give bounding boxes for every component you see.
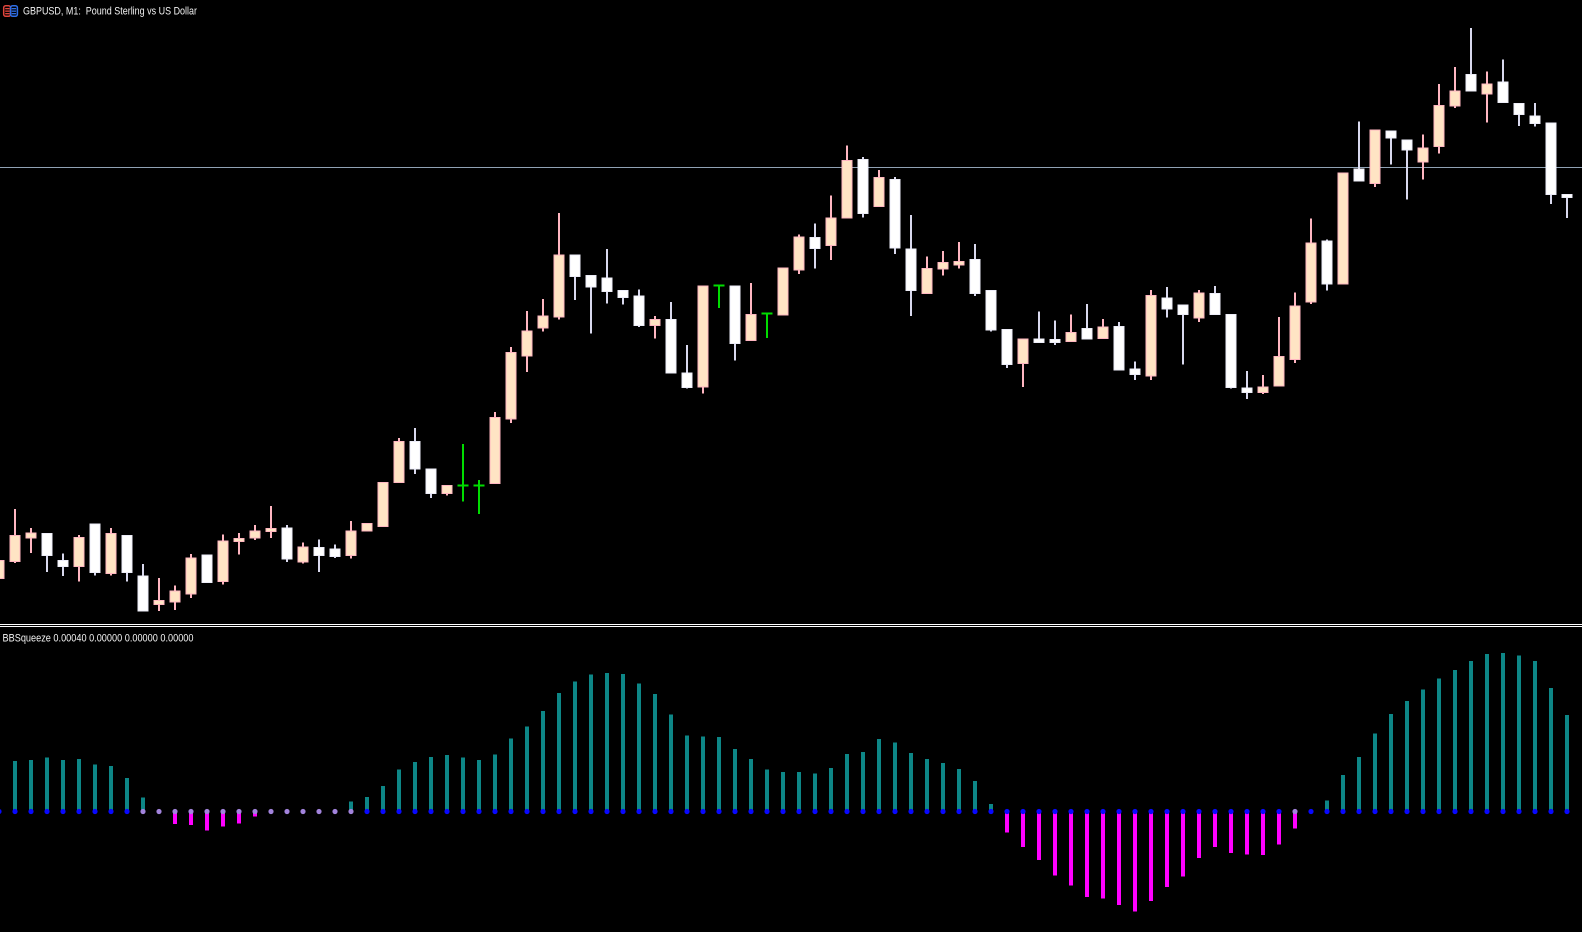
svg-text:BBSqueeze 0.00040 0.00000 0.00: BBSqueeze 0.00040 0.00000 0.00000 0.0000… xyxy=(3,633,194,645)
svg-text:GBPUSD, M1: Pound Sterling vs: GBPUSD, M1: Pound Sterling vs US Dollar xyxy=(23,6,197,18)
